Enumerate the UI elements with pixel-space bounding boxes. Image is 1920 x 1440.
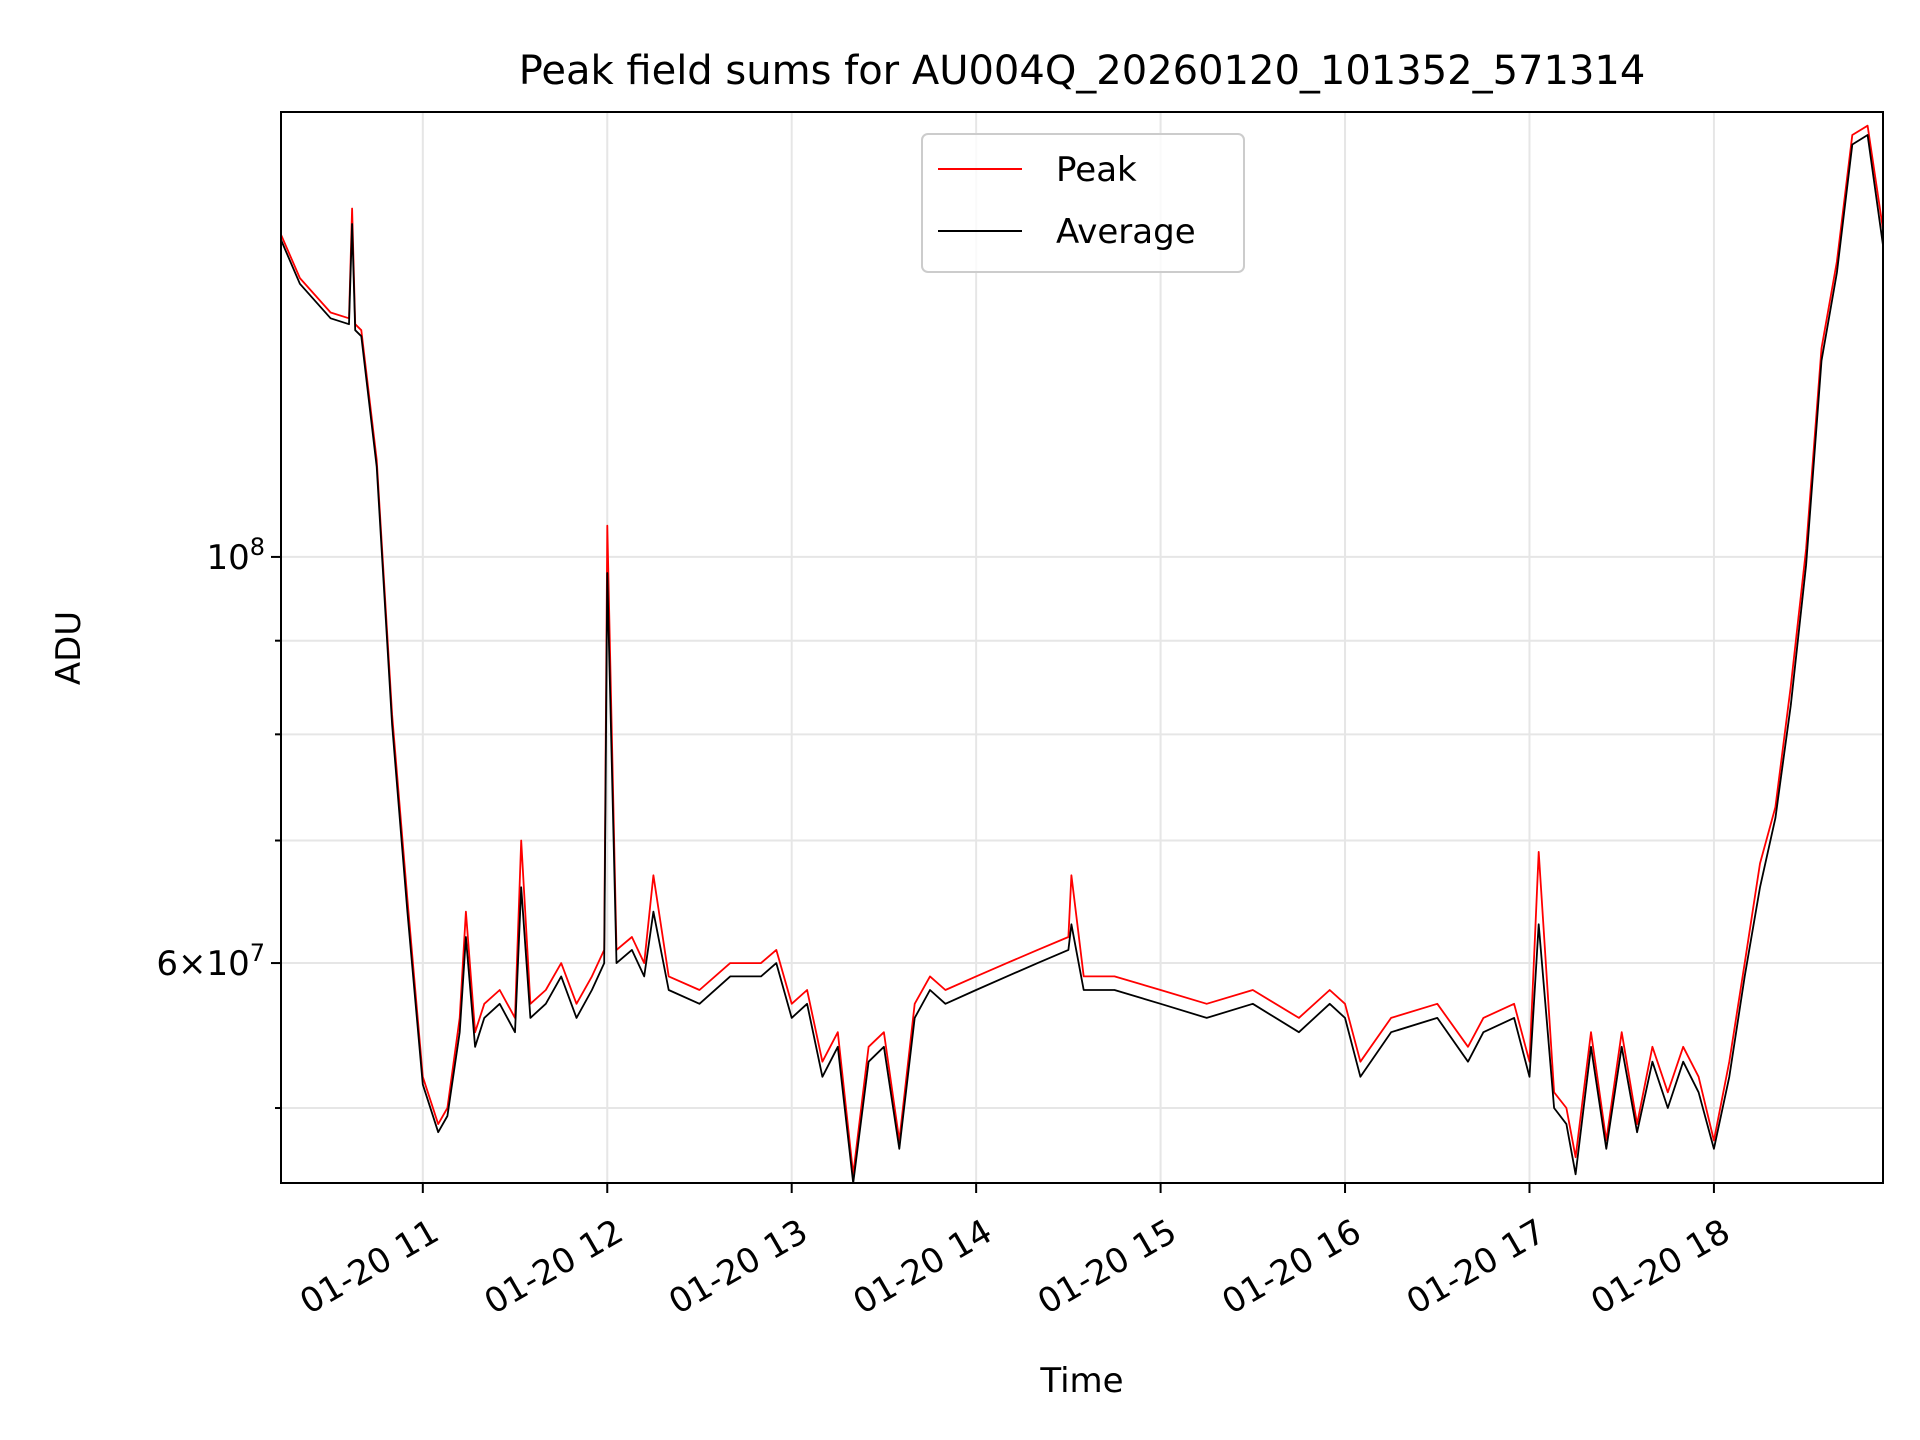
y-tick-label-exp: 8 [250,533,265,561]
x-axis-label: Time [1039,1361,1123,1401]
y-axis-label: ADU [49,611,89,685]
y-tick-label: 6×107 [156,939,265,984]
y-tick-label-times: × [178,944,207,984]
series-layer [280,124,1884,1184]
plot-frame [280,111,1884,1184]
legend-label-peak: Peak [1056,150,1137,190]
series-line-peak [280,124,1884,1176]
y-tick-label-mant: 6 [156,944,178,984]
legend: Peak Average [921,133,1245,273]
series-line-average [280,134,1884,1184]
y-tick-label: 108 [206,533,265,578]
y-tick-label-exp: 7 [250,939,265,967]
chart-title: Peak field sums for AU004Q_20260120_1013… [519,48,1646,94]
y-tick-label-base: 10 [206,944,249,984]
legend-label-average: Average [1056,212,1196,252]
y-tick-label-base: 10 [206,538,249,578]
